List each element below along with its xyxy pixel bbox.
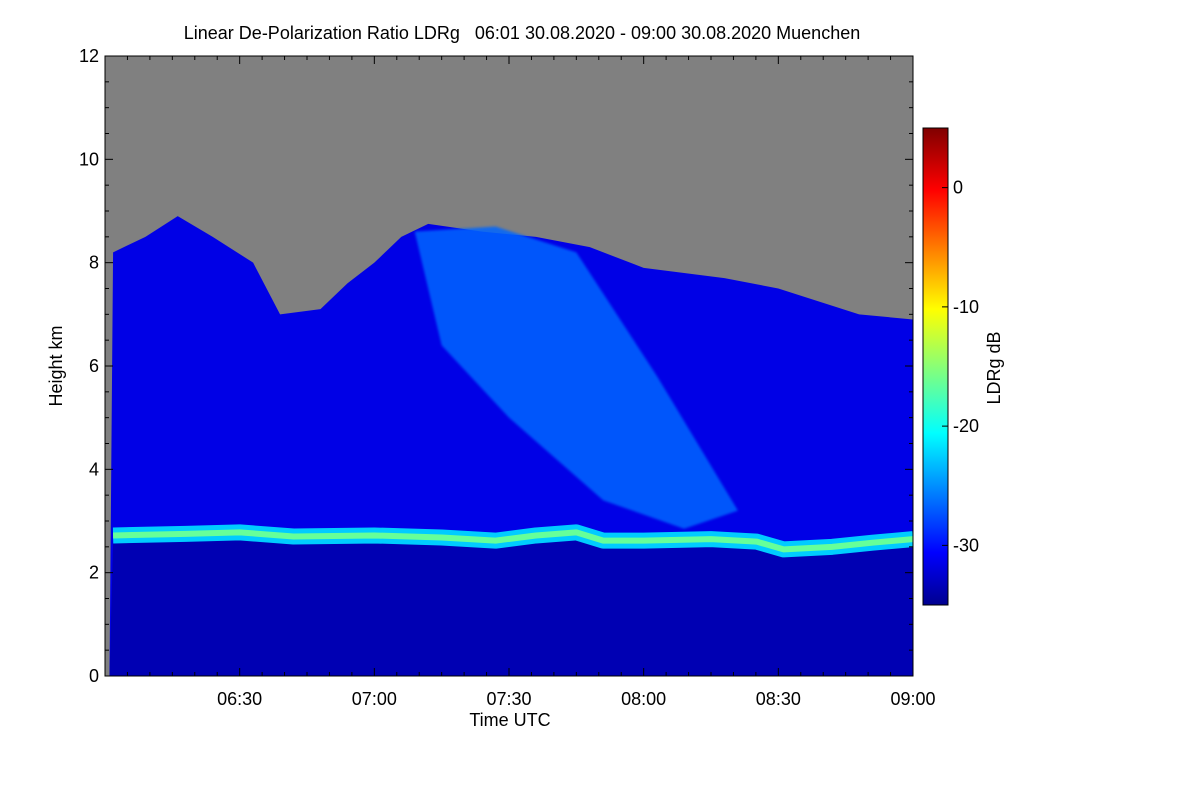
x-tick-label: 06:30 (217, 689, 262, 709)
y-axis: 0 2 4 6 8 10 12 (79, 46, 913, 686)
rain-region (109, 540, 913, 676)
y-tick-label: 2 (89, 563, 99, 583)
y-tick-label: 0 (89, 666, 99, 686)
x-axis: 06:30 07:00 07:30 08:00 08:30 09:00 (126, 56, 936, 709)
colorbar-tick-label: -20 (953, 416, 979, 436)
colorbar-tick-label: -10 (953, 297, 979, 317)
x-tick-label: 07:30 (486, 689, 531, 709)
colorbar-label: LDRg dB (984, 331, 1004, 404)
x-tick-label: 07:00 (352, 689, 397, 709)
y-tick-label: 6 (89, 356, 99, 376)
colorbar: 0 -10 -20 -30 (922, 127, 979, 606)
chart-title: Linear De-Polarization Ratio LDRg 06:01 … (184, 23, 860, 43)
x-tick-label: 08:00 (621, 689, 666, 709)
colorbar-tick-label: -30 (953, 535, 979, 555)
x-tick-label: 08:30 (756, 689, 801, 709)
fall-streak-region (414, 226, 738, 529)
colorbar-tick-label: 0 (953, 178, 963, 198)
y-tick-label: 4 (89, 459, 99, 479)
y-axis-label: Height km (46, 325, 66, 406)
y-tick-label: 8 (89, 253, 99, 273)
melting-layer (113, 529, 913, 553)
colorbar-gradient (922, 127, 949, 606)
plot-area (105, 56, 913, 676)
y-tick-label: 12 (79, 46, 99, 66)
x-axis-label: Time UTC (469, 710, 550, 730)
x-tick-label: 09:00 (890, 689, 935, 709)
y-tick-label: 10 (79, 149, 99, 169)
